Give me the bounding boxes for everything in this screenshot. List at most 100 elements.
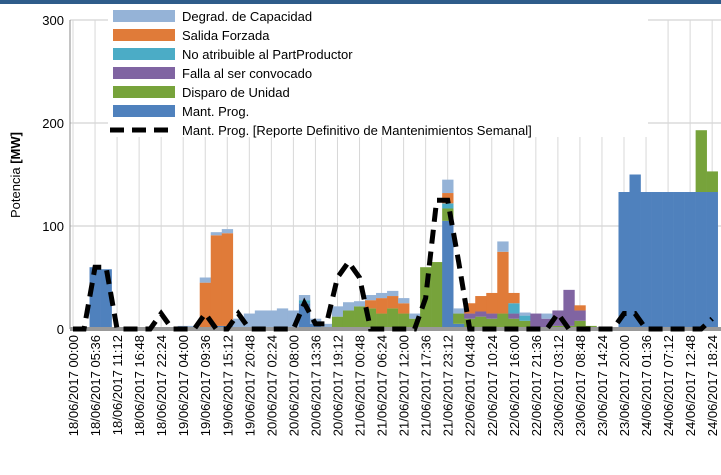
bar-segment <box>519 315 531 321</box>
x-tick-label: 18/06/2017 16:48 <box>132 335 147 436</box>
x-tick-label: 24/06/2017 07:12 <box>661 335 676 436</box>
bar-segment <box>706 171 718 193</box>
bar-segment <box>232 318 245 329</box>
x-tick-label: 20/06/2017 13:36 <box>308 335 323 436</box>
bar-segment <box>464 303 476 314</box>
x-tick-label: 18/06/2017 11:12 <box>110 335 125 435</box>
legend-bg <box>108 5 648 137</box>
x-tick-label: 18/06/2017 00:00 <box>66 335 81 436</box>
bar-segment <box>530 313 542 329</box>
x-tick-label: 21/06/2017 00:48 <box>353 335 368 436</box>
y-tick-label: 300 <box>42 13 64 28</box>
legend-swatch <box>113 48 175 60</box>
bar-segment <box>640 192 652 329</box>
bar-segment <box>387 308 399 329</box>
x-tick-label: 20/06/2017 08:00 <box>286 335 301 436</box>
bar-segment <box>199 277 212 283</box>
bar-segment <box>629 174 641 329</box>
bar-segment <box>398 303 410 314</box>
x-tick-label: 24/06/2017 01:36 <box>639 335 654 436</box>
bar-segment <box>541 318 553 329</box>
x-tick-label: 21/06/2017 06:24 <box>375 335 390 436</box>
bar-segment <box>254 310 267 329</box>
bar-segment <box>618 192 630 329</box>
bar-segment <box>651 192 663 329</box>
bar-segment <box>331 316 344 329</box>
bar-segment <box>265 310 278 329</box>
bar-segment <box>287 310 300 329</box>
top-border <box>0 0 721 4</box>
legend-swatch <box>113 86 175 98</box>
bar-segment <box>376 313 388 329</box>
legend-swatch <box>113 10 175 22</box>
legend-label: Salida Forzada <box>182 28 270 43</box>
x-tick-label: 23/06/2017 03:12 <box>551 335 566 436</box>
x-tick-label: 22/06/2017 21:36 <box>529 335 544 436</box>
bar-segment <box>320 323 333 329</box>
bar-segment <box>486 318 498 329</box>
bar-segment <box>442 220 454 329</box>
legend-swatch <box>113 105 175 117</box>
bar-segment <box>574 305 586 311</box>
y-axis-title: Potencia [MW] <box>8 132 23 218</box>
bar-segment <box>100 269 112 329</box>
x-tick-label: 19/06/2017 04:00 <box>176 335 191 436</box>
bar-segment <box>210 232 223 236</box>
bar-segment <box>475 316 487 329</box>
bar-segment <box>342 310 355 329</box>
bar-segment <box>673 192 685 329</box>
x-tick-label: 19/06/2017 09:36 <box>198 335 213 436</box>
bar-segment <box>354 301 366 307</box>
x-tick-label: 22/06/2017 04:48 <box>463 335 478 436</box>
legend-label: Mant. Prog. [Reporte Definitivo de Mante… <box>182 123 532 138</box>
bar-segment <box>342 302 355 311</box>
bar-segment <box>464 313 476 319</box>
bar-segment <box>409 313 421 319</box>
bar-segment <box>508 292 520 304</box>
y-tick-label: 0 <box>57 322 64 337</box>
bar-segment <box>475 311 487 317</box>
y-label-unit: [MW] <box>8 132 23 164</box>
legend-label: No atribuible al PartProductor <box>182 47 353 62</box>
y-label: Potencia <box>8 167 23 218</box>
bar-segment <box>475 296 487 312</box>
bar-segment <box>486 292 498 314</box>
bar-segment <box>376 298 388 314</box>
bar-segment <box>199 282 212 329</box>
x-tick-label: 23/06/2017 14:24 <box>595 335 610 436</box>
bar-segment <box>486 313 498 319</box>
bar-segment <box>365 295 377 301</box>
legend-label: Disparo de Unidad <box>182 85 290 100</box>
bar-segment <box>398 298 410 304</box>
bar-segment <box>453 308 465 314</box>
bar-segment <box>309 323 322 329</box>
bar-segment <box>431 262 443 329</box>
x-tick-label: 22/06/2017 16:00 <box>507 335 522 436</box>
bar-segment <box>221 229 234 234</box>
x-tick-label: 24/06/2017 12:48 <box>683 335 698 436</box>
bar-segment <box>695 192 707 329</box>
bar-segment <box>497 241 509 252</box>
x-tick-label: 24/06/2017 18:24 <box>705 335 720 436</box>
bar-segment <box>398 313 410 329</box>
bar-segment <box>89 267 101 329</box>
bar-segment <box>684 192 696 329</box>
y-tick-label: 100 <box>42 219 64 234</box>
legend-swatch <box>113 29 175 41</box>
bar-segment <box>365 300 377 309</box>
x-tick-label: 23/06/2017 20:00 <box>617 335 632 436</box>
bar-segment <box>508 303 520 314</box>
x-tick-label: 20/06/2017 02:24 <box>264 335 279 436</box>
legend-label: Falla al ser convocado <box>182 66 312 81</box>
bar-segment <box>706 192 718 329</box>
legend-swatch <box>113 67 175 79</box>
x-tick-label: 21/06/2017 12:00 <box>397 335 412 436</box>
x-tick-label: 21/06/2017 23:12 <box>441 335 456 436</box>
bar-segment <box>508 313 520 319</box>
bar-segment <box>453 313 465 324</box>
bar-segment <box>210 235 223 326</box>
bar-segment <box>519 312 531 316</box>
x-tick-label: 19/06/2017 15:12 <box>220 335 235 436</box>
